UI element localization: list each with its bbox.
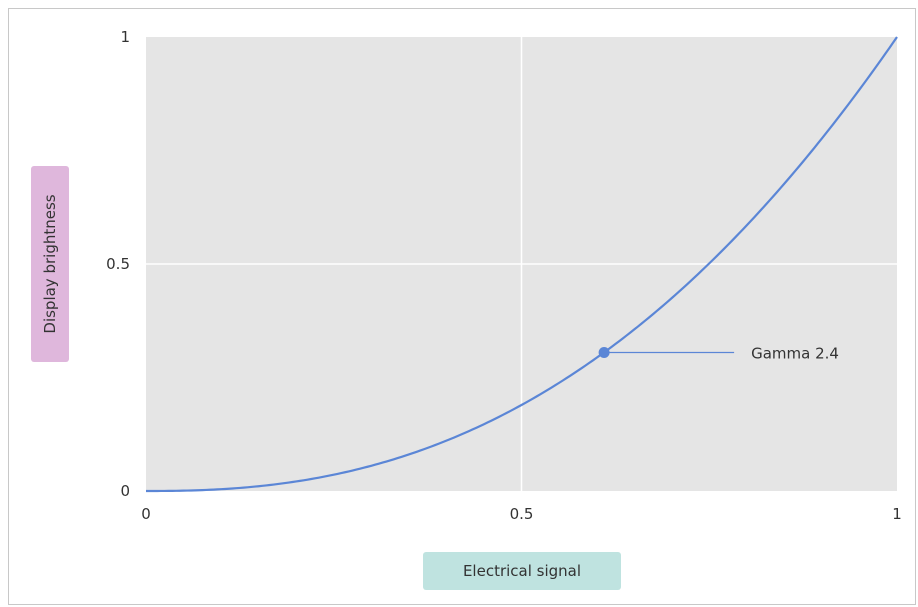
series-line (146, 36, 898, 493)
y-tick-label: 1 (120, 28, 130, 46)
series-layer (146, 36, 898, 493)
x-tick-label: 1 (892, 505, 902, 523)
x-tick-label: 0.5 (510, 505, 534, 523)
tick-labels: 0 0.5 1 0 0.5 1 (106, 28, 902, 523)
annotation-layer: Gamma 2.4 (598, 345, 839, 363)
annotation-label: Gamma 2.4 (751, 345, 839, 363)
x-axis-label: Electrical signal (423, 552, 621, 590)
gridlines (146, 37, 897, 491)
annotation-point (598, 347, 610, 359)
y-tick-label: 0 (120, 482, 130, 500)
y-axis-label: Display brightness (41, 194, 59, 334)
y-tick-label: 0.5 (106, 255, 130, 273)
x-tick-label: 0 (141, 505, 151, 523)
y-axis-label-box (31, 166, 69, 362)
